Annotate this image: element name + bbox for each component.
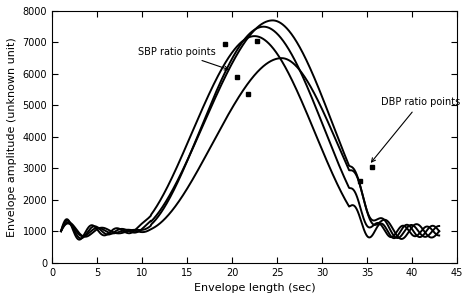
Text: DBP ratio points: DBP ratio points [372, 97, 460, 162]
X-axis label: Envelope length (sec): Envelope length (sec) [194, 283, 315, 293]
Text: SBP ratio points: SBP ratio points [137, 47, 228, 70]
Y-axis label: Envelope amplitude (unknown unit): Envelope amplitude (unknown unit) [7, 37, 17, 237]
